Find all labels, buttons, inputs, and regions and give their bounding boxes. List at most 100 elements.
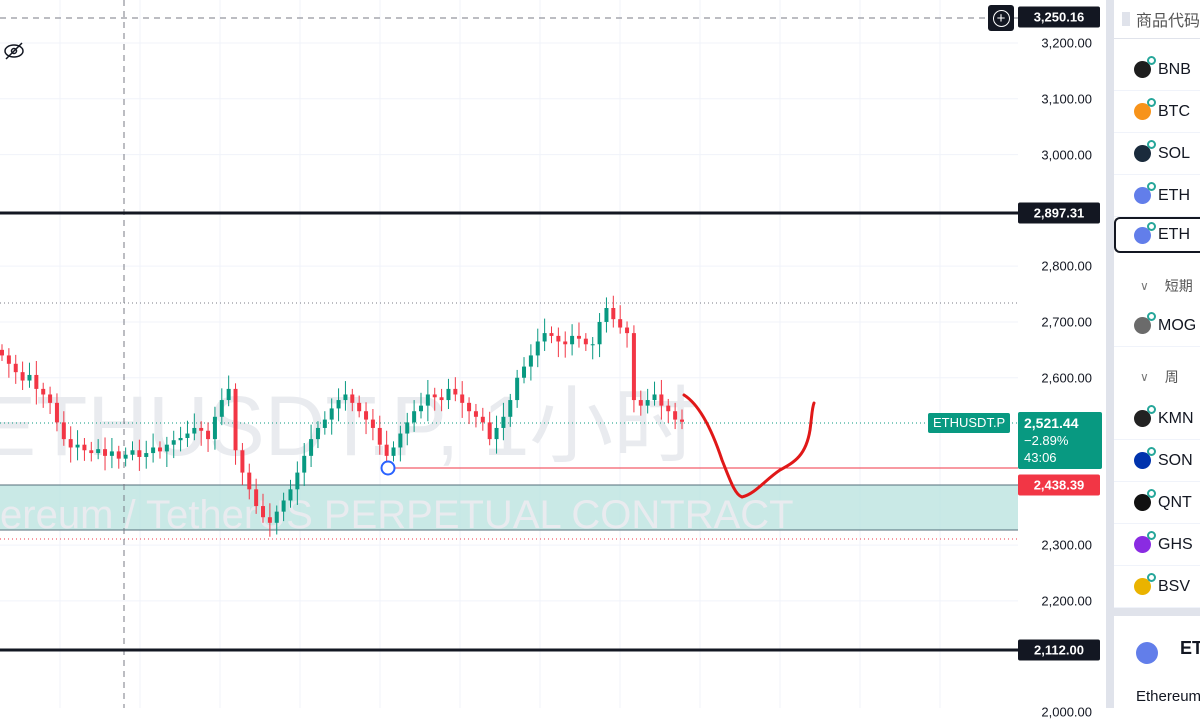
candle-body xyxy=(295,472,300,490)
qnt-coin-icon xyxy=(1134,489,1156,511)
level-low-label: 2,112.00 xyxy=(1018,639,1100,661)
last-price: 2,521.44 xyxy=(1024,415,1079,431)
watchlist-item[interactable]: BTC xyxy=(1114,91,1200,133)
candle-body xyxy=(494,427,499,440)
candle-body xyxy=(212,416,217,440)
candle-body xyxy=(206,430,211,440)
watchlist-item[interactable]: GHS xyxy=(1114,524,1200,566)
candle-body xyxy=(631,333,636,401)
mog-coin-icon xyxy=(1134,312,1156,334)
watchlist-item[interactable]: SON xyxy=(1114,440,1200,482)
candle-body xyxy=(41,388,46,395)
candle-body xyxy=(247,472,252,490)
watchlist-symbol: MOG xyxy=(1158,316,1197,334)
candle-body xyxy=(467,402,472,412)
candle-body xyxy=(157,447,162,452)
candle-body xyxy=(618,319,623,328)
candle-body xyxy=(144,453,149,457)
detail-separator xyxy=(1114,608,1200,616)
chevron-down-icon: ∨ xyxy=(1140,278,1149,293)
candle-body xyxy=(391,447,396,456)
candle-body xyxy=(34,374,39,389)
candle-body xyxy=(240,450,245,473)
price-axis[interactable]: 3,200.00 3,100.00 3,000.00 2,800.00 2,700.00… xyxy=(1018,0,1106,720)
price-tick-label: 2,700.00 xyxy=(1041,314,1092,330)
candle-body xyxy=(20,372,25,381)
candle-body xyxy=(570,335,575,345)
candle-body xyxy=(446,388,451,401)
watchlist-header-label: 商品代码 xyxy=(1135,13,1200,30)
chart-area[interactable]: ETHUSDT.P, 1小时 Ethereum / TetherUS PERPE… xyxy=(0,0,1018,708)
candle-body xyxy=(130,450,135,455)
candle-body xyxy=(6,355,11,364)
watchlist-item[interactable]: BNB xyxy=(1114,49,1200,91)
watchlist-section-short-term[interactable]: ∨ 短期 xyxy=(1114,265,1200,306)
watchlist-symbol: ETH xyxy=(1158,226,1190,243)
candle-body xyxy=(302,455,307,473)
candle-body xyxy=(199,427,204,431)
add-crosshair-button[interactable]: + xyxy=(988,5,1014,31)
candle-body xyxy=(480,416,485,423)
candle-body xyxy=(151,447,156,454)
candle-body xyxy=(439,397,444,401)
price-tick-label: 2,800.00 xyxy=(1041,258,1092,274)
candle-body xyxy=(645,400,650,406)
candle-body xyxy=(171,440,176,445)
price-tick-label: 3,000.00 xyxy=(1041,147,1092,163)
alert-price-label: 2,438.39 xyxy=(1018,474,1100,496)
candles xyxy=(0,295,684,537)
section-label: 短期 xyxy=(1164,277,1193,294)
section-label: 周 xyxy=(1164,368,1179,385)
watchlist-symbol: QNT xyxy=(1158,493,1192,511)
candle-body xyxy=(164,444,169,452)
watchlist-symbol: BTC xyxy=(1158,102,1190,120)
chevron-down-icon: ∨ xyxy=(1140,369,1149,384)
alert-handle[interactable] xyxy=(380,460,396,476)
watchlist-symbol: BSV xyxy=(1158,577,1191,595)
panel-divider[interactable] xyxy=(1106,0,1114,708)
candle-body xyxy=(522,366,527,378)
watchlist-item-selected[interactable]: ETH xyxy=(1114,217,1200,253)
candle-body xyxy=(254,489,259,507)
watchlist-item[interactable]: QNT xyxy=(1114,482,1200,524)
watchlist-item[interactable]: ETH xyxy=(1114,175,1200,217)
plus-icon: + xyxy=(992,9,1010,27)
eth-coin-icon xyxy=(1136,642,1158,664)
candle-body xyxy=(638,400,643,406)
watchlist-item[interactable]: SOL xyxy=(1114,133,1200,175)
eye-off-icon[interactable] xyxy=(4,42,24,60)
watchlist-section-week[interactable]: ∨ 周 xyxy=(1114,356,1200,397)
price-chart[interactable]: ETHUSDT.P, 1小时 Ethereum / TetherUS PERPE… xyxy=(0,0,1018,708)
candle-body xyxy=(563,341,568,345)
sol-coin-icon xyxy=(1134,140,1156,162)
candle-body xyxy=(226,388,231,401)
watchlist-item[interactable]: BSV xyxy=(1114,566,1200,608)
candle-body xyxy=(398,433,403,448)
candle-body xyxy=(123,454,128,459)
candle-body xyxy=(315,427,320,440)
candle-body xyxy=(116,451,121,459)
candle-body xyxy=(48,394,53,403)
candle-body xyxy=(350,394,355,403)
candle-body xyxy=(460,394,465,403)
support-zone xyxy=(0,485,1018,530)
bnb-coin-icon xyxy=(1134,56,1156,78)
candle-body xyxy=(82,444,87,451)
btc-coin-icon xyxy=(1134,98,1156,120)
eth-coin-icon xyxy=(1134,221,1156,244)
candle-body xyxy=(625,327,630,334)
candle-body xyxy=(432,394,437,398)
candle-body xyxy=(412,411,417,423)
candle-body xyxy=(192,427,197,434)
candle-body xyxy=(27,374,32,381)
candle-body xyxy=(549,333,554,336)
watchlist-item[interactable]: KMN xyxy=(1114,398,1200,440)
bsv-coin-icon xyxy=(1134,573,1156,595)
watchlist-item[interactable]: MOG xyxy=(1114,305,1200,347)
candle-body xyxy=(357,402,362,412)
candle-body xyxy=(233,388,238,451)
price-tick-label: 3,100.00 xyxy=(1041,91,1092,107)
candle-body xyxy=(68,439,73,448)
candle-body xyxy=(453,388,458,395)
candle-body xyxy=(597,321,602,345)
